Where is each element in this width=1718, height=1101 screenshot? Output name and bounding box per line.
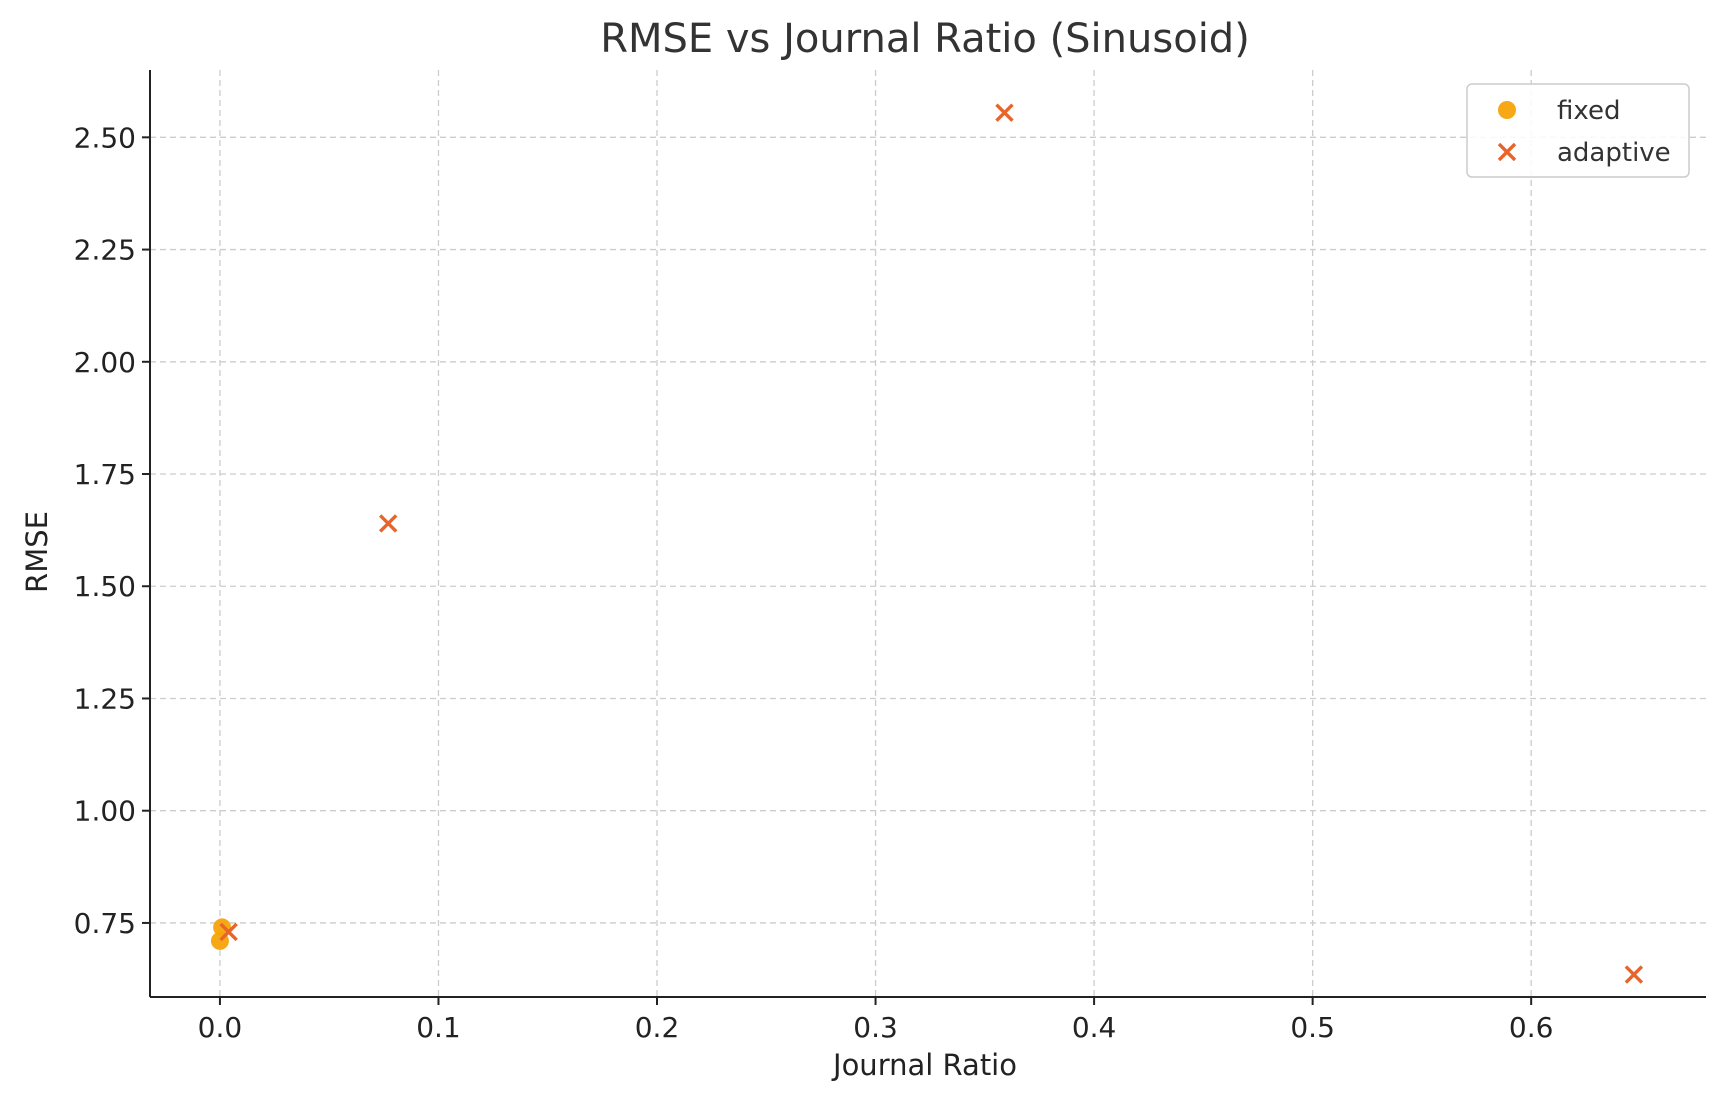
- x-tick-label: 0.5: [1290, 1011, 1335, 1044]
- x-tick-label: 0.3: [853, 1011, 898, 1044]
- chart-title: RMSE vs Journal Ratio (Sinusoid): [600, 16, 1250, 62]
- y-tick-label: 2.00: [74, 346, 136, 379]
- x-tick-label: 0.6: [1509, 1011, 1554, 1044]
- y-tick-label: 1.75: [74, 458, 136, 491]
- legend-box: [1466, 83, 1690, 178]
- adaptive-point: [219, 922, 238, 942]
- y-tick-label: 0.75: [74, 907, 136, 940]
- adaptive-point: [1624, 965, 1644, 984]
- x-axis-label: Journal Ratio: [831, 1048, 1017, 1082]
- x-tick-label: 0.4: [1072, 1011, 1117, 1044]
- y-tick-label: 2.50: [74, 121, 136, 154]
- adaptive-point: [995, 103, 1014, 122]
- x-tick-label: 0.0: [198, 1011, 243, 1044]
- x-tick-label: 0.2: [635, 1011, 680, 1044]
- legend: fixed adaptive: [1466, 83, 1690, 178]
- y-tick-label: 1.00: [74, 795, 136, 828]
- points-layer: [210, 103, 1644, 984]
- y-tick-label: 1.25: [74, 682, 136, 715]
- y-axis-label: RMSE: [20, 511, 54, 593]
- legend-marker-adaptive: [1497, 142, 1517, 162]
- adaptive-point: [379, 514, 398, 533]
- grid-layer: [150, 70, 1706, 997]
- y-tick-label: 2.25: [74, 234, 136, 267]
- legend-label-fixed: fixed: [1557, 96, 1620, 126]
- axes-layer: 0.0 0.1 0.2 0.3 0.4 0.5 0.6 0.75 1.00 1.25 1.50 1.7…: [74, 70, 1706, 1044]
- x-tick-label: 0.1: [416, 1011, 461, 1044]
- legend-marker-fixed: [1498, 101, 1516, 119]
- legend-label-adaptive: adaptive: [1557, 138, 1671, 168]
- y-tick-label: 1.50: [74, 570, 136, 603]
